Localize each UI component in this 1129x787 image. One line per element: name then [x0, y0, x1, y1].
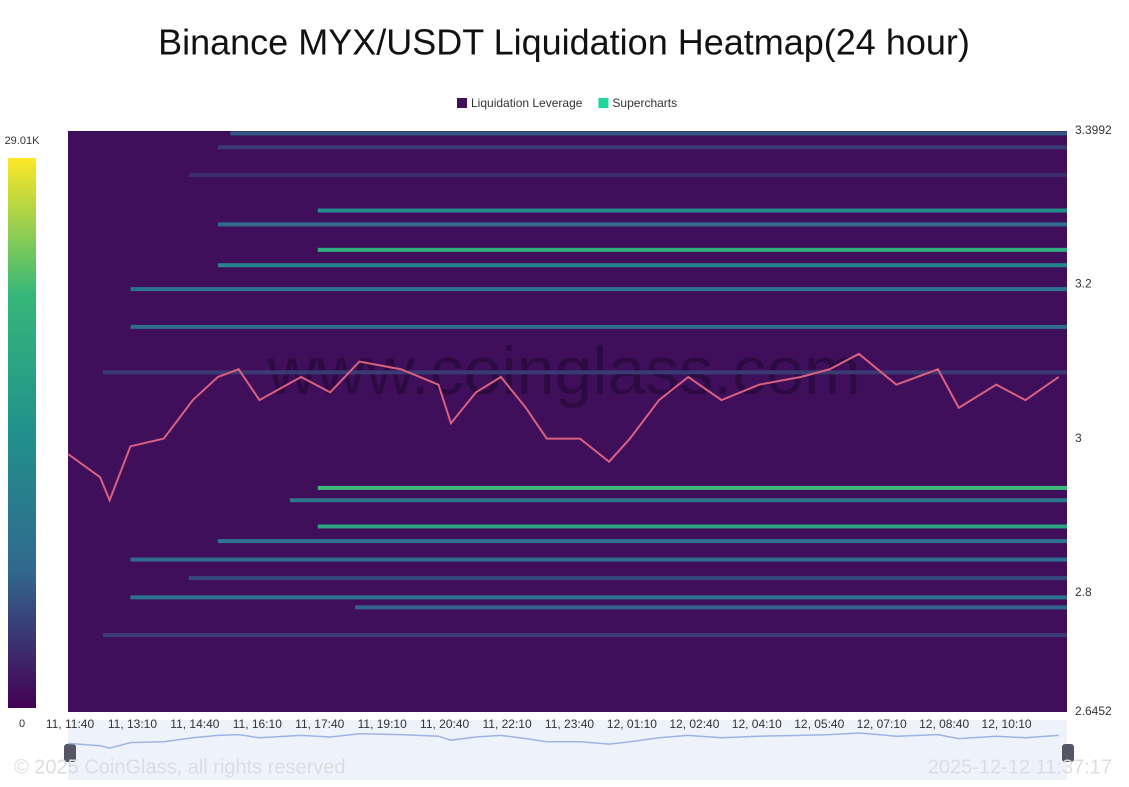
liquidation-band — [130, 557, 1067, 562]
x-tick-label: 11, 22:10 — [482, 717, 531, 731]
liquidation-band — [130, 595, 1067, 600]
legend-label: Liquidation Leverage — [471, 96, 583, 110]
liquidation-band — [217, 145, 1067, 150]
legend-swatch — [598, 98, 609, 108]
x-tick-label: 11, 14:40 — [170, 717, 219, 731]
chart-title: Binance MYX/USDT Liquidation Heatmap(24 … — [158, 22, 970, 63]
colorbar-label: 0 — [19, 718, 25, 730]
liquidation-band — [289, 498, 1067, 503]
plot-layer — [68, 131, 1067, 638]
timestamp: 2025-12-12 11:37:17 — [928, 756, 1112, 778]
liquidation-band — [355, 605, 1067, 610]
legend-swatch — [457, 98, 467, 108]
colorbar — [8, 158, 36, 708]
y-tick-label: 2.8 — [1075, 585, 1092, 599]
liquidation-band — [130, 324, 1067, 329]
liquidation-band — [217, 222, 1067, 227]
liquidation-band — [102, 370, 1067, 375]
x-tick-label: 11, 13:10 — [108, 717, 157, 731]
plot-area — [68, 131, 1067, 712]
liquidation-band — [102, 633, 1067, 638]
navigator-line — [67, 732, 1059, 749]
liquidation-band — [188, 576, 1067, 581]
liquidation-band — [317, 524, 1067, 529]
navigator-handle[interactable] — [1062, 744, 1074, 762]
y-tick-label: 3 — [1075, 431, 1082, 445]
y-tick-label: 3.2 — [1075, 277, 1092, 291]
price-line — [68, 352, 1060, 503]
colorbar-label: 29.01K — [5, 135, 41, 147]
y-tick-label: 3.3992 — [1075, 123, 1112, 137]
liquidation-band — [317, 247, 1067, 252]
y-tick-label: 2.6452 — [1075, 704, 1112, 718]
x-tick-label: 12, 04:10 — [732, 717, 782, 731]
liquidation-band — [317, 485, 1067, 490]
liquidation-band — [217, 263, 1067, 268]
x-tick-label: 11, 16:10 — [233, 717, 282, 731]
copyright: © 2025 CoinGlass, all rights reserved — [14, 756, 346, 778]
x-tick-label: 11, 20:40 — [420, 717, 469, 731]
x-tick-label: 12, 10:10 — [982, 717, 1032, 731]
navigator-handle[interactable] — [64, 744, 76, 762]
x-tick-label: 12, 05:40 — [794, 717, 844, 731]
liquidation-band — [230, 131, 1067, 136]
navigator — [68, 720, 1067, 780]
liquidation-band — [130, 287, 1067, 292]
x-tick-label: 11, 17:40 — [295, 717, 344, 731]
x-tick-label: 11, 23:40 — [545, 717, 594, 731]
x-tick-label: 12, 08:40 — [919, 717, 969, 731]
legend-label: Supercharts — [612, 96, 677, 110]
liquidation-band — [217, 539, 1067, 544]
x-tick-label: 11, 11:40 — [46, 717, 95, 731]
x-tick-label: 12, 07:10 — [857, 717, 907, 731]
x-tick-label: 12, 01:10 — [607, 717, 657, 731]
x-tick-label: 12, 02:40 — [669, 717, 719, 731]
liquidation-band — [317, 208, 1067, 213]
x-tick-label: 11, 19:10 — [358, 717, 407, 731]
liquidation-band — [188, 173, 1067, 178]
